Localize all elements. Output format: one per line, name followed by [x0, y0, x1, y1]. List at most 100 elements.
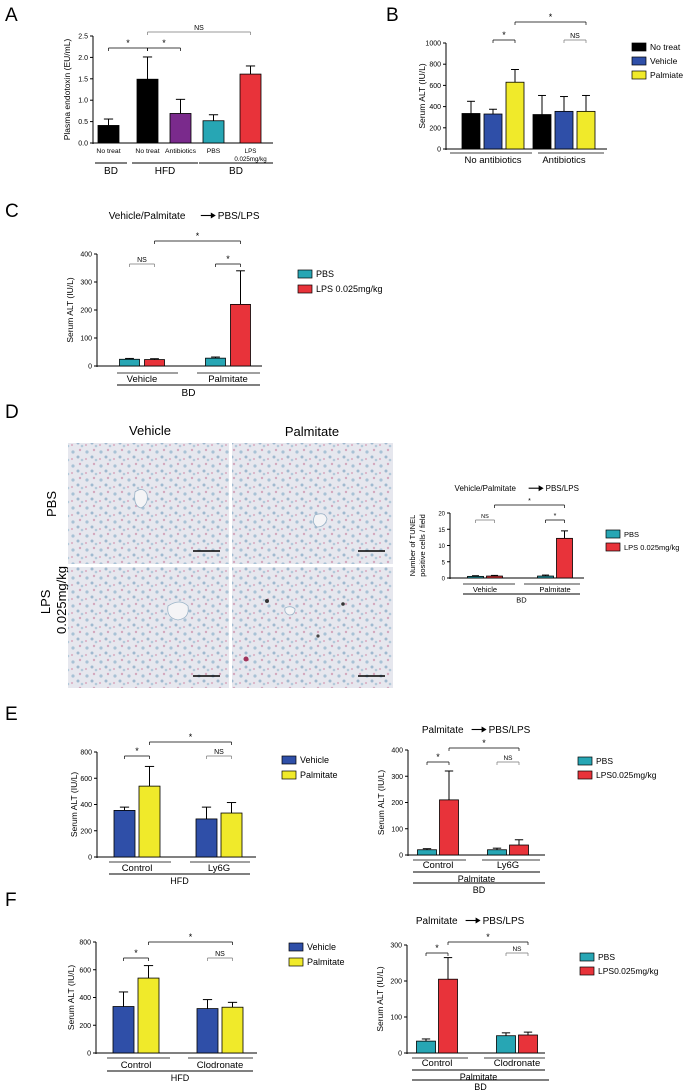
y-tick-label: 0 [88, 855, 92, 862]
vessel-lumen [167, 601, 189, 621]
bar [417, 849, 437, 856]
legend-swatch [631, 56, 647, 66]
group-label: BD [182, 388, 196, 399]
bar [112, 1006, 135, 1054]
title-arrow-head [475, 917, 481, 924]
micrograph-grid: Vehicle Palmitate PBS LPS 0.025mg/kg [38, 423, 393, 688]
group-label: BD [516, 596, 527, 605]
significance-label: NS [481, 514, 489, 520]
chart-title: Palmitate [416, 916, 458, 927]
micrograph-col-label-vehicle: Vehicle [129, 423, 171, 438]
y-tick-label: 10 [438, 544, 445, 550]
legend-label: Palmitate [307, 957, 345, 967]
bar [169, 113, 192, 144]
y-tick-label: 600 [80, 776, 92, 783]
chart-f-left: 0 200 400 600 800 Serum ALT (IU/L) Control Clod… [66, 932, 345, 1083]
significance-label: * [126, 38, 130, 48]
x-tick-label: Ly6G [208, 863, 230, 874]
y-tick-label: 1.0 [78, 98, 88, 105]
legend-label: No treat [650, 42, 681, 52]
legend-swatch [605, 529, 621, 539]
significance-label: NS [512, 946, 522, 953]
significance-label: * [134, 948, 138, 958]
bar [205, 357, 226, 367]
x-tick-label: Vehicle [473, 585, 497, 594]
micrograph-palmitate-lps [232, 567, 393, 688]
y-tick-label: 300 [390, 943, 402, 950]
chart-title-right: PBS/LPS [218, 211, 260, 222]
legend-swatch [577, 756, 593, 766]
bar [195, 818, 218, 858]
title-arrow-head [210, 212, 216, 219]
bar [467, 575, 484, 579]
y-axis-label: Serum ALT (IU/L) [65, 277, 75, 343]
chart-e-left: 0 200 400 600 800 Serum ALT (IU/L) Control Ly6G… [69, 732, 338, 886]
micrograph-vehicle-lps [68, 567, 229, 688]
significance-label: * [189, 932, 193, 942]
legend-swatch [281, 755, 297, 765]
legend-swatch [288, 942, 304, 952]
bar [113, 810, 136, 858]
significance-label: * [528, 498, 531, 505]
y-tick-label: 400 [79, 995, 91, 1002]
y-tick-label: 0 [399, 853, 403, 860]
chart-b: 0 200 400 600 800 1000 Serum ALT (IU/L) No anti… [417, 12, 683, 166]
group-label: BD [104, 166, 118, 177]
bar [202, 120, 225, 144]
chart-title: Vehicle/Palmitate [109, 211, 186, 222]
x-tick-label: Palmitate [539, 585, 570, 594]
group-label: BD [474, 1082, 487, 1091]
significance-label: * [435, 943, 439, 953]
panel-letter-d: D [5, 402, 19, 423]
legend-swatch [577, 770, 593, 780]
y-tick-label: 0.0 [78, 141, 88, 148]
legend-label: LPS0.025mg/kg [596, 770, 657, 780]
y-tick-label: 2.0 [78, 55, 88, 62]
legend-label: Vehicle [300, 755, 329, 765]
group-label: HFD [155, 166, 176, 177]
y-tick-label: 800 [80, 750, 92, 757]
micrograph-vehicle-pbs [68, 443, 229, 564]
title-arrow-head [538, 485, 544, 492]
x-tick-label: Clodronate [494, 1058, 540, 1069]
legend-label: Vehicle [307, 942, 336, 952]
panel-letter-e: E [5, 704, 18, 725]
y-tick-label: 400 [80, 252, 92, 259]
bar [119, 358, 140, 367]
vessel-lumen [313, 513, 328, 528]
y-tick-label: 800 [79, 940, 91, 947]
legend-swatch [297, 284, 313, 294]
vessel-lumen [134, 489, 148, 509]
y-tick-label: 0 [437, 147, 441, 154]
x-tick-label: Vehicle [127, 374, 158, 385]
legend-swatch [288, 957, 304, 967]
x-tick-label: Ly6G [497, 860, 519, 871]
significance-label: * [554, 513, 557, 520]
y-tick-label: 0 [88, 364, 92, 371]
bar [576, 110, 596, 150]
legend-label: LPS0.025mg/kg [598, 966, 659, 976]
legend-swatch [281, 770, 297, 780]
y-tick-label: 2.5 [78, 34, 88, 41]
significance-label: * [135, 746, 139, 756]
y-tick-label: 100 [80, 336, 92, 343]
panel-letter-a: A [5, 5, 18, 26]
y-axis-label: Serum ALT (IU/L) [375, 966, 385, 1032]
legend-swatch [297, 269, 313, 279]
significance-label: * [196, 231, 200, 241]
bar [439, 799, 459, 856]
bar [461, 113, 481, 150]
y-tick-label: 400 [391, 748, 403, 755]
y-tick-label: 200 [429, 125, 441, 132]
y-tick-label: 200 [80, 308, 92, 315]
bar [509, 844, 529, 856]
x-tick-label: Antibiotics [165, 148, 197, 155]
x-tick-label: Control [121, 1060, 152, 1071]
panel-letter-f: F [5, 890, 17, 911]
bar [518, 1034, 538, 1054]
y-tick-label: 200 [79, 1023, 91, 1030]
x-tick-label: LPS [245, 148, 257, 155]
group-label: HFD [171, 1073, 190, 1083]
y-axis-label: Serum ALT (IU/L) [376, 770, 386, 836]
